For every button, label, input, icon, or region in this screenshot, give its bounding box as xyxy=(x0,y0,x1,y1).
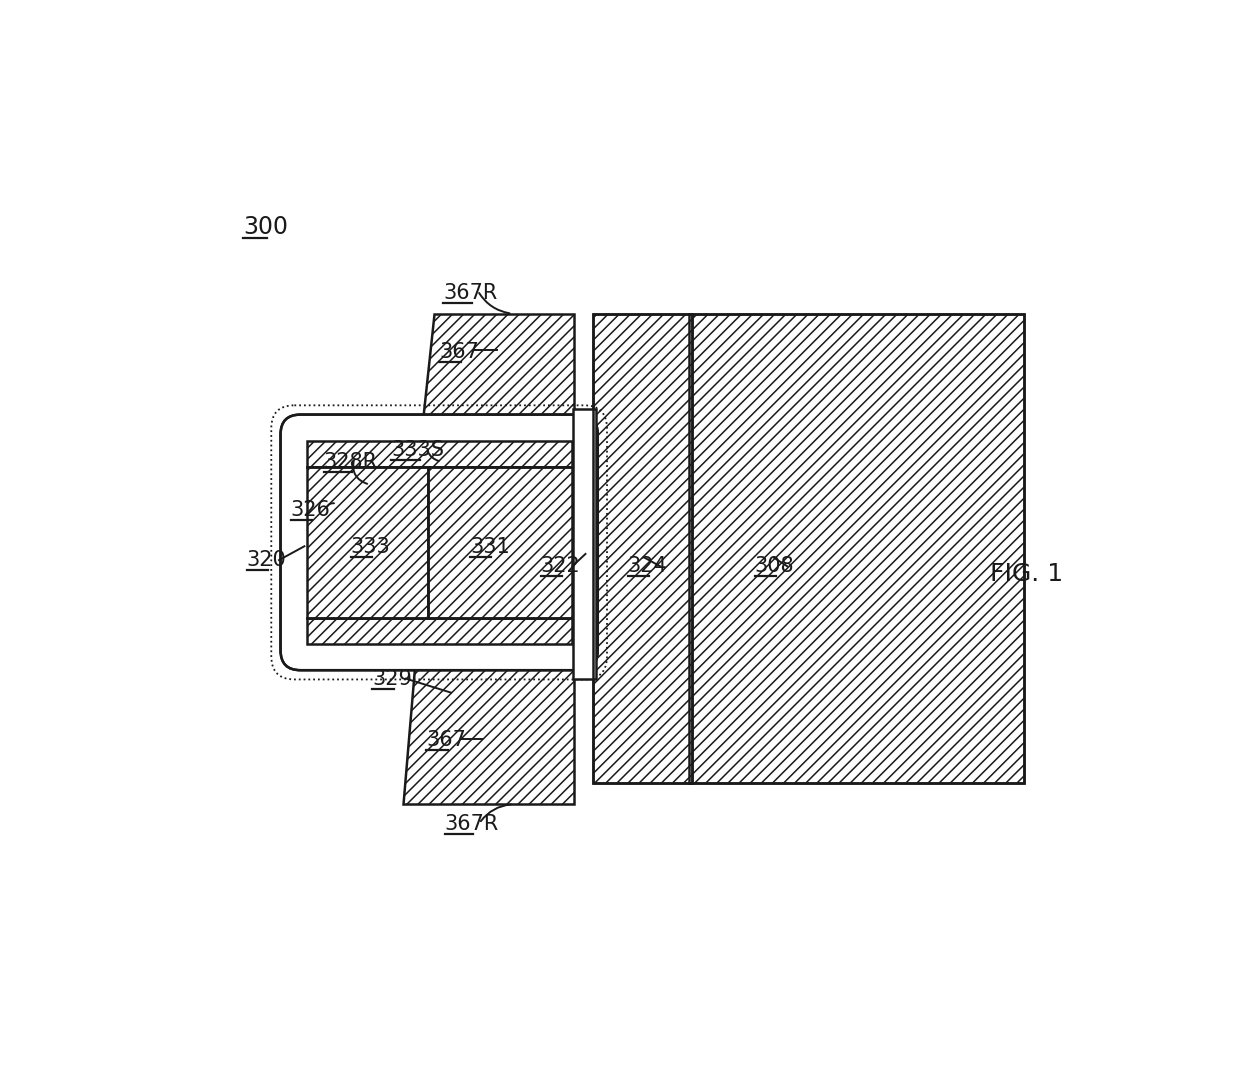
Polygon shape xyxy=(306,617,572,644)
FancyBboxPatch shape xyxy=(280,414,598,671)
Text: 320: 320 xyxy=(247,550,286,570)
Polygon shape xyxy=(306,440,572,467)
Text: 300: 300 xyxy=(243,215,288,239)
Text: 333S: 333S xyxy=(392,440,444,460)
Text: 308: 308 xyxy=(755,557,795,576)
Text: 367R: 367R xyxy=(443,283,497,303)
Polygon shape xyxy=(593,314,692,784)
Polygon shape xyxy=(422,314,574,435)
Text: 331: 331 xyxy=(470,537,510,557)
Text: 333: 333 xyxy=(351,537,391,557)
Polygon shape xyxy=(403,650,574,804)
Text: FIG. 1: FIG. 1 xyxy=(990,562,1063,586)
Bar xyxy=(573,409,596,678)
Polygon shape xyxy=(428,467,572,617)
Text: 367: 367 xyxy=(427,729,466,750)
Polygon shape xyxy=(306,467,428,617)
Bar xyxy=(689,314,1024,784)
Text: 326: 326 xyxy=(290,500,330,520)
Polygon shape xyxy=(689,314,1024,784)
Text: 367R: 367R xyxy=(444,814,498,834)
Text: 329: 329 xyxy=(372,670,412,689)
Text: 322: 322 xyxy=(541,557,580,576)
Bar xyxy=(593,314,692,784)
Text: 328R: 328R xyxy=(324,452,378,472)
Text: 324: 324 xyxy=(627,557,667,576)
Text: 367: 367 xyxy=(439,342,479,362)
